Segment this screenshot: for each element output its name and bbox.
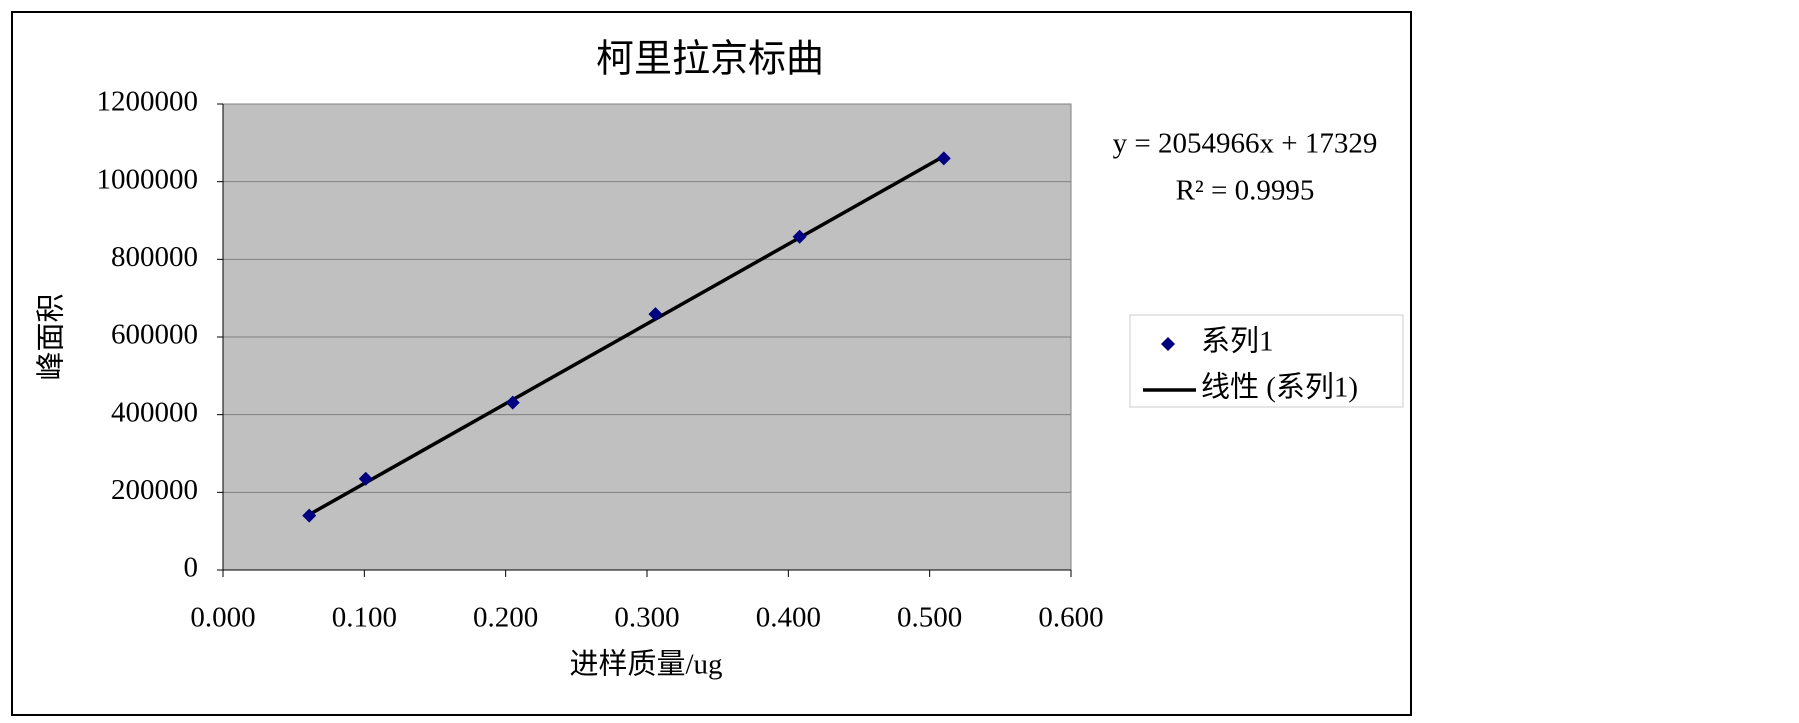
- legend-label: 线性 (系列1): [1201, 371, 1358, 404]
- data-point: [936, 151, 951, 166]
- data-point: [505, 395, 520, 410]
- x-tick-label: 0.600: [1038, 602, 1103, 634]
- r-squared: R² = 0.9995: [1176, 175, 1315, 207]
- data-point: [302, 508, 317, 523]
- x-tick-label: 0.000: [190, 602, 255, 634]
- trendline-equation: y = 2054966x + 17329: [1113, 128, 1378, 160]
- x-tick-label: 0.500: [897, 602, 962, 634]
- y-tick-label: 200000: [111, 474, 198, 506]
- chart-title: 柯里拉京标曲: [596, 39, 824, 81]
- y-tick-label: 1200000: [97, 86, 199, 118]
- data-point: [792, 229, 807, 244]
- x-tick-label: 0.400: [756, 602, 821, 634]
- y-tick-label: 0: [184, 552, 199, 584]
- y-tick-label: 800000: [111, 241, 198, 273]
- x-tick-label: 0.300: [614, 602, 679, 634]
- trendline: [308, 154, 945, 517]
- y-axis-title: 峰面积: [35, 293, 68, 380]
- x-tick-label: 0.100: [332, 602, 397, 634]
- legend-label: 系列1: [1201, 325, 1274, 358]
- x-tick-label: 0.200: [473, 602, 538, 634]
- data-point: [358, 471, 373, 486]
- y-tick-label: 1000000: [97, 163, 199, 195]
- data-point: [648, 307, 663, 322]
- y-tick-label: 600000: [111, 319, 198, 351]
- y-tick-label: 400000: [111, 396, 198, 428]
- legend-marker: [1161, 337, 1175, 351]
- x-axis-title: 进样质量/ug: [569, 648, 722, 681]
